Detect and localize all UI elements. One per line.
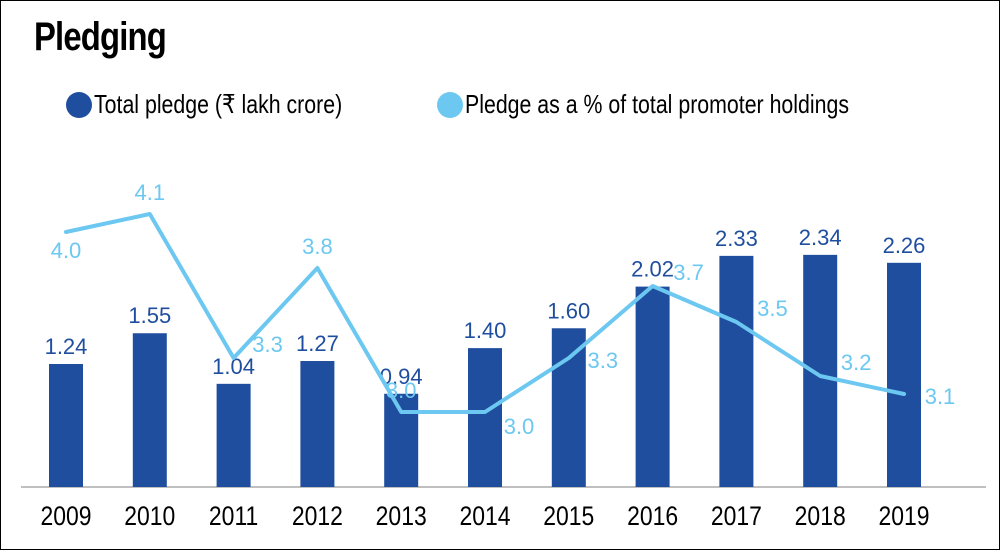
line-data-labels: 4.0 4.1 3.3 3.8 3.0 3.0 3.3 3.7 3.5 3.2 3.1 [51, 180, 956, 439]
x-tick-2009: 2009 [40, 501, 91, 531]
bar-2010 [132, 333, 167, 487]
line-label-2018: 3.2 [841, 350, 872, 375]
x-axis-tick-labels: 2009 2010 2011 2012 2013 2014 2015 2016 2017 2018… [40, 501, 929, 531]
bar-2017 [719, 255, 754, 487]
bar-label-2017: 2.33 [715, 226, 758, 251]
line-label-2017: 3.5 [757, 296, 788, 321]
bar-label-2016: 2.02 [631, 257, 674, 282]
bar-2016 [635, 286, 670, 487]
legend-label-pledge-percent: Pledge as a % of total promoter holdings [465, 89, 849, 119]
line-label-2015: 3.3 [588, 348, 619, 373]
bar-series [49, 254, 921, 487]
legend-item-total-pledge: Total pledge (₹ lakh crore) [66, 89, 397, 120]
line-label-2019: 3.1 [925, 384, 956, 409]
bar-label-2012: 1.27 [296, 331, 339, 356]
chart-title: Pledging [34, 15, 167, 59]
bar-label-2010: 1.55 [128, 303, 171, 328]
x-tick-2015: 2015 [543, 501, 594, 531]
bar-2011 [216, 383, 251, 487]
bar-label-2018: 2.34 [799, 225, 842, 250]
legend-label-total-pledge: Total pledge (₹ lakh crore) [94, 89, 343, 119]
x-tick-2012: 2012 [292, 501, 343, 531]
line-label-2011: 3.3 [252, 332, 283, 357]
x-tick-2010: 2010 [124, 501, 175, 531]
line-label-2016: 3.7 [673, 260, 704, 285]
x-tick-2011: 2011 [209, 501, 258, 531]
line-label-2010: 4.1 [135, 180, 166, 205]
bar-2012 [300, 361, 335, 487]
legend-item-pledge-percent: Pledge as a % of total promoter holdings [437, 89, 933, 120]
x-tick-2013: 2013 [376, 501, 427, 531]
line-label-2014: 3.0 [504, 414, 535, 439]
bar-2013 [384, 393, 419, 487]
bar-label-2015: 1.60 [547, 298, 590, 323]
bar-2014 [468, 348, 502, 487]
x-tick-2014: 2014 [459, 501, 510, 531]
bar-label-2009: 1.24 [45, 334, 88, 359]
bar-2009 [49, 363, 83, 487]
bar-2015 [551, 328, 586, 487]
bar-label-2014: 1.40 [464, 318, 507, 343]
legend-swatch-line [437, 91, 463, 118]
x-tick-2016: 2016 [627, 501, 678, 531]
x-tick-2019: 2019 [878, 501, 929, 531]
line-label-2012: 3.8 [302, 234, 333, 259]
line-series [64, 212, 906, 414]
x-tick-2018: 2018 [795, 501, 846, 531]
bar-2019 [887, 262, 921, 487]
line-label-2009: 4.0 [51, 238, 82, 263]
bar-label-2019: 2.26 [883, 233, 926, 258]
legend-swatch-bar [66, 91, 92, 118]
x-tick-2017: 2017 [711, 501, 762, 531]
line-label-2013: 3.0 [386, 378, 417, 403]
bar-2018 [803, 254, 838, 487]
